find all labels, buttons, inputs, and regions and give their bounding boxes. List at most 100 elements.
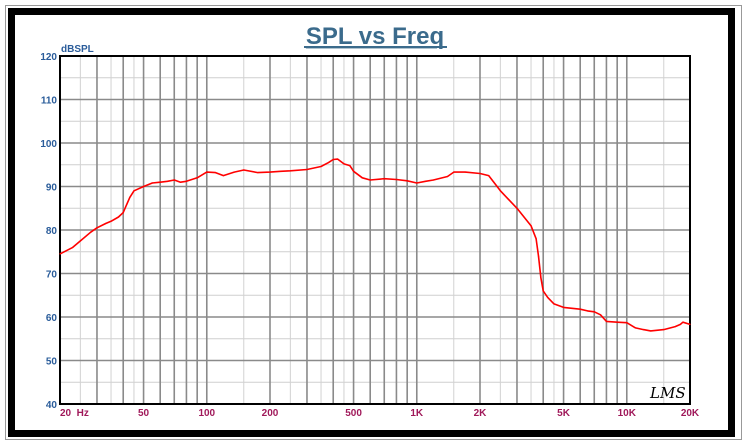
curve-points <box>59 158 691 332</box>
data-point <box>616 321 618 323</box>
data-point <box>122 212 124 214</box>
data-point <box>682 321 684 323</box>
data-point <box>416 182 418 184</box>
data-point <box>679 323 681 325</box>
x-tick-label: 20K <box>681 408 700 419</box>
x-tick-label: 100 <box>198 408 215 419</box>
data-point <box>432 179 435 181</box>
x-tick-label: 200 <box>262 408 279 419</box>
y-tick-label: 90 <box>46 183 58 194</box>
data-point <box>110 220 112 222</box>
data-point <box>453 171 455 173</box>
data-point <box>464 171 466 173</box>
x-tick-label: 20 Hz <box>60 408 89 419</box>
x-tick-label: 50 <box>138 408 150 419</box>
data-point <box>499 190 501 192</box>
chart-title: SPL vs Freq <box>306 23 444 50</box>
data-point <box>151 182 153 184</box>
y-tick-labels: 40 50 60 70 80 90 100 110 120 <box>40 52 57 411</box>
data-point <box>72 246 74 248</box>
y-tick-label: 80 <box>46 226 58 237</box>
x-tick-label: 10K <box>618 408 637 419</box>
data-point <box>90 231 92 233</box>
data-point <box>540 277 542 279</box>
data-point <box>674 325 676 328</box>
y-tick-label: 40 <box>46 400 58 411</box>
x-tick-label: 500 <box>345 408 362 419</box>
data-point <box>349 165 351 167</box>
data-point <box>642 329 645 331</box>
data-point <box>352 170 355 172</box>
data-point <box>306 168 308 171</box>
data-point <box>537 255 540 257</box>
data-point <box>129 196 131 198</box>
chart-frame <box>8 8 735 437</box>
plot-border <box>59 55 691 405</box>
data-point <box>542 290 544 292</box>
data-point <box>179 181 182 183</box>
data-point <box>488 175 490 177</box>
y-tick-label: 50 <box>46 357 58 368</box>
data-point <box>626 322 628 324</box>
data-point <box>133 190 135 192</box>
y-axis-label: dBSPL <box>61 44 94 55</box>
data-point <box>289 170 291 172</box>
data-point <box>424 180 427 182</box>
data-point <box>222 175 225 177</box>
data-point <box>479 172 481 175</box>
data-point <box>562 306 565 309</box>
data-point <box>117 216 120 218</box>
data-point <box>525 218 527 220</box>
data-point <box>332 158 334 161</box>
grid-minor <box>60 56 690 404</box>
data-point <box>553 303 555 305</box>
data-point <box>196 177 198 179</box>
data-point <box>605 320 608 322</box>
x-tick-labels: 20 Hz 50 100 200 500 1K 2K 5K 10K 20K <box>60 408 700 419</box>
data-point <box>79 240 81 242</box>
data-point <box>593 311 595 313</box>
data-point <box>586 310 589 312</box>
data-point <box>516 207 518 209</box>
data-point <box>446 175 449 178</box>
data-point <box>663 329 665 331</box>
data-point <box>361 177 363 179</box>
data-point <box>395 178 398 181</box>
data-point <box>159 181 161 183</box>
data-point <box>243 169 245 171</box>
data-point <box>320 165 322 168</box>
x-tick-label: 5K <box>557 408 571 419</box>
y-tick-label: 60 <box>46 313 58 324</box>
data-point <box>579 308 581 310</box>
data-point <box>337 158 339 160</box>
data-point <box>173 179 175 181</box>
data-point <box>406 180 408 182</box>
data-point <box>142 185 145 188</box>
grid-major <box>59 55 691 405</box>
data-point <box>599 314 602 316</box>
data-point <box>105 222 107 225</box>
data-point <box>233 171 235 173</box>
data-point <box>369 179 371 181</box>
data-point <box>280 170 282 172</box>
y-tick-label: 120 <box>40 52 57 63</box>
data-point <box>327 161 330 164</box>
y-tick-label: 70 <box>46 270 58 281</box>
data-point <box>206 171 208 173</box>
data-point <box>634 327 637 329</box>
y-tick-label: 110 <box>41 96 58 107</box>
data-point <box>269 171 271 173</box>
data-point <box>383 178 385 180</box>
data-point <box>535 238 537 240</box>
data-point <box>343 163 345 165</box>
data-point <box>214 171 217 174</box>
data-point <box>185 180 188 182</box>
data-point <box>166 180 169 182</box>
data-point <box>59 253 61 255</box>
spl-curve <box>59 158 691 332</box>
data-point <box>510 201 512 203</box>
x-tick-label: 1K <box>410 408 424 419</box>
lms-signature: LMS <box>649 384 686 402</box>
data-point <box>96 227 98 229</box>
